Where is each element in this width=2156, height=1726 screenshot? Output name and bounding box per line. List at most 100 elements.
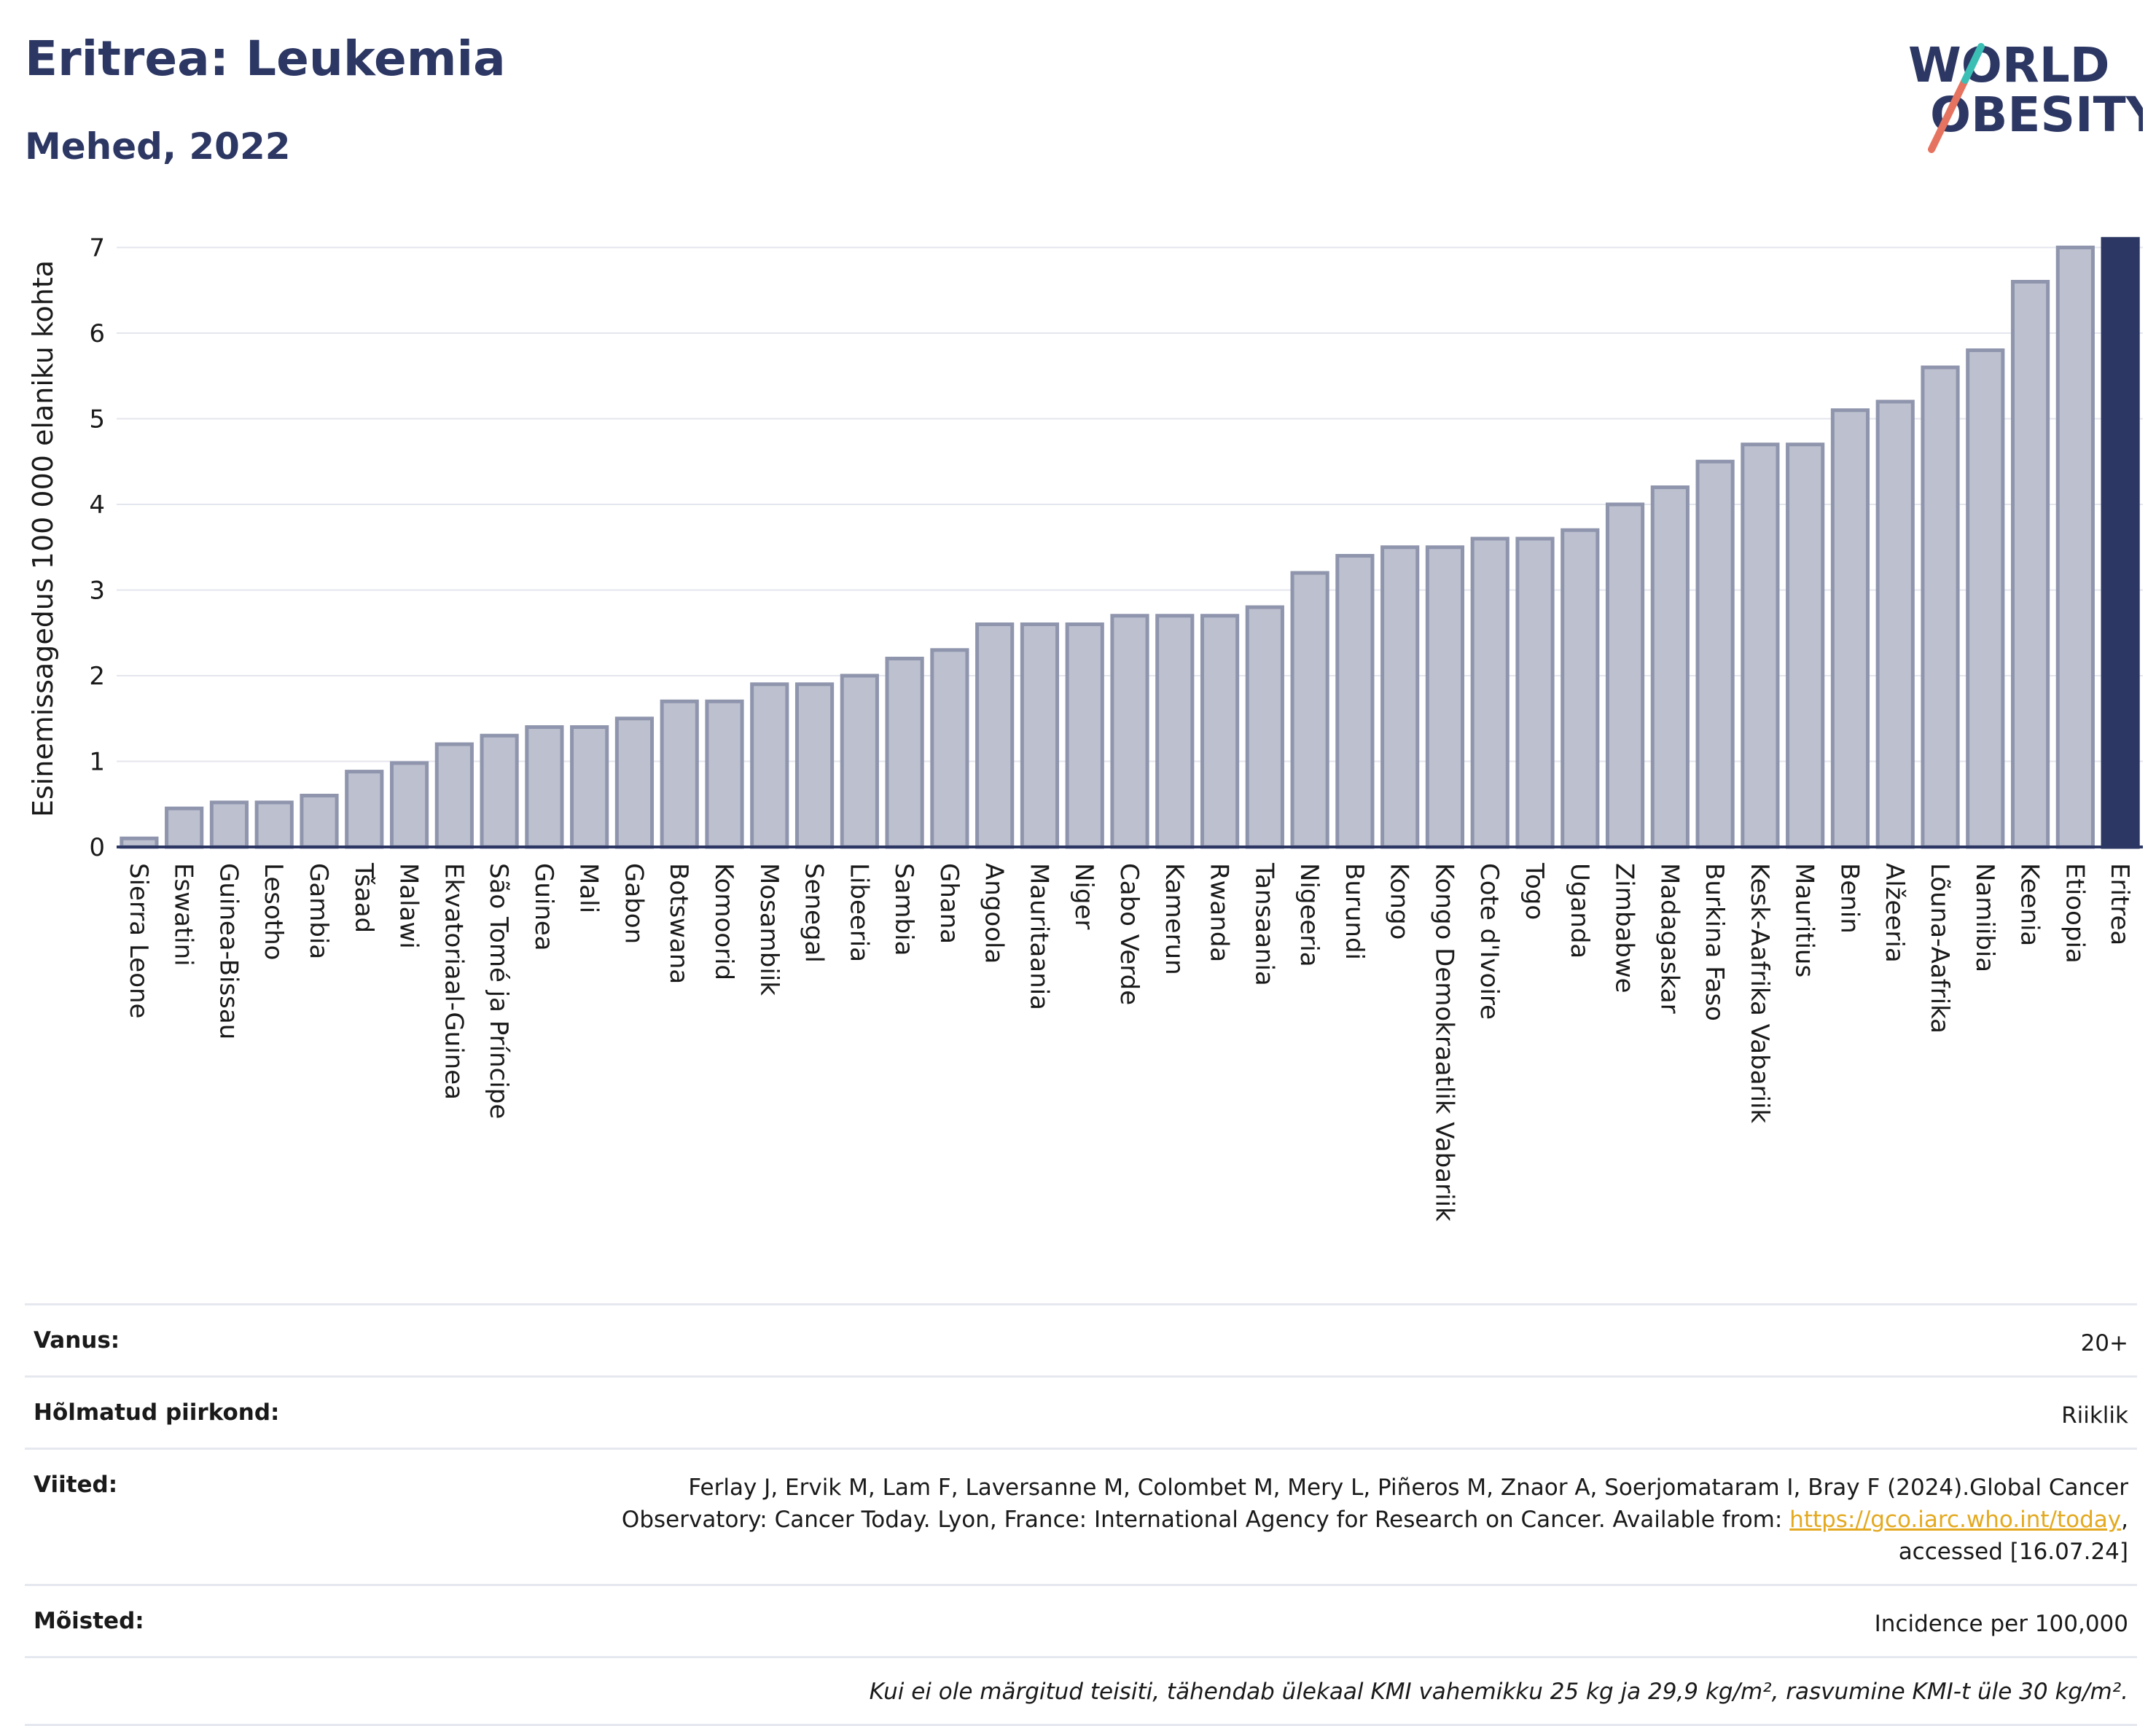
x-tick-label: Benin (1835, 863, 1864, 934)
age-label: Vanus: (34, 1327, 120, 1354)
bar (1245, 605, 1284, 849)
meta-row-region: Hõlmatud piirkond: Riiklik (25, 1375, 2137, 1448)
bar (1425, 545, 1465, 849)
y-tick-label: 5 (89, 405, 105, 434)
x-tick-label: Namiibia (1970, 863, 1999, 972)
bar (389, 761, 429, 849)
x-tick-label: Guinea-Bissau (214, 863, 243, 1039)
references-link[interactable]: https://gco.iarc.who.int/today (1789, 1507, 2122, 1533)
x-tick-label: Angoola (980, 863, 1009, 964)
references-value: Ferlay J, Ervik M, Lam F, Laversanne M, … (622, 1472, 2128, 1568)
bar (975, 622, 1015, 849)
x-tick-label: Kongo (1385, 863, 1414, 940)
x-tick-label: Nigeeria (1294, 863, 1324, 967)
bar (570, 725, 609, 849)
bar (1786, 442, 1825, 849)
meta-row-definitions: Mõisted: Incidence per 100,000 (25, 1584, 2137, 1656)
bar (1875, 399, 1915, 849)
meta-row-references: Viited: Ferlay J, Ervik M, Lam F, Lavers… (25, 1448, 2137, 1584)
x-tick-label: Tansaania (1249, 862, 1278, 986)
bar (434, 742, 474, 849)
x-tick-label: Tšaad (349, 862, 378, 933)
y-tick-label: 3 (89, 577, 105, 606)
bar (1561, 528, 1600, 849)
logo-slash-red (1928, 77, 1969, 153)
bar (1335, 554, 1375, 849)
bar (705, 699, 744, 849)
x-tick-labels: Sierra Leone Eswatini Guinea-Bissau Lesotho… (124, 862, 2134, 1222)
bar (1650, 485, 1690, 849)
bar (1200, 614, 1240, 849)
bar (840, 673, 879, 849)
bar-chart: 0 1 2 3 4 5 6 7 Sierra Leone Eswatini Guinea-Biss… (27, 234, 2143, 1222)
x-tick-label: Togo (1520, 862, 1549, 920)
x-tick-label: Guinea (529, 863, 558, 951)
bar (525, 725, 564, 849)
bar (345, 770, 384, 849)
x-tick-label: Gabon (619, 863, 648, 944)
x-tick-label: Rwanda (1205, 863, 1234, 962)
bar (750, 682, 789, 849)
bar (1921, 365, 1960, 849)
bars (120, 237, 2140, 849)
x-tick-label: Etioopia (2060, 863, 2089, 964)
x-tick-label: Alžeeria (1880, 863, 1909, 963)
x-tick-label: Eritrea (2105, 863, 2134, 945)
y-axis-label: Esinemissagedus 100 000 elaniku kohta (27, 260, 59, 817)
x-tick-label: Burkina Faso (1700, 863, 1729, 1021)
x-tick-label: Uganda (1565, 863, 1594, 958)
bar (1966, 348, 2005, 849)
age-value: 20+ (2080, 1330, 2128, 1356)
x-tick-label: Eswatini (169, 863, 198, 967)
bar (1741, 442, 1780, 849)
x-tick-label: Kamerun (1160, 863, 1189, 975)
bar (1155, 614, 1195, 849)
page-title: Eritrea: Leukemia (25, 31, 506, 87)
x-tick-label: Niger (1069, 863, 1098, 929)
bar (480, 733, 519, 849)
region-value: Riiklik (2061, 1402, 2128, 1429)
bar (1380, 545, 1420, 849)
references-text-1: Ferlay J, Ervik M, Lam F, Laversanne M, … (688, 1475, 2128, 1501)
footnote: Kui ei ole märgitud teisiti, tähendab ül… (25, 1656, 2137, 1726)
y-tick-label: 0 (89, 833, 105, 862)
definitions-value: Incidence per 100,000 (1874, 1611, 2128, 1637)
x-tick-label: Lõuna-Aafrika (1925, 863, 1954, 1034)
references-text-4: accessed [16.07.24] (1898, 1539, 2128, 1565)
x-tick-label: Senegal (800, 863, 829, 963)
bar (1290, 571, 1329, 849)
x-tick-label: Mauritius (1790, 863, 1819, 977)
y-tick-label: 7 (89, 234, 105, 263)
x-tick-label: Madagaskar (1655, 863, 1684, 1014)
x-tick-label: Mosambiik (754, 863, 784, 996)
bar (614, 716, 655, 849)
x-tick-label: Mali (574, 863, 604, 913)
x-tick-label: São Tomé ja Príncipe (484, 863, 513, 1119)
y-tick-label: 1 (89, 748, 105, 777)
references-text-3: , (2121, 1507, 2128, 1533)
bar (1470, 536, 1509, 849)
bar (300, 794, 339, 849)
bar (794, 682, 835, 849)
y-tick-label: 6 (89, 319, 105, 348)
x-tick-label: Zimbabwe (1610, 863, 1639, 993)
bar (1020, 622, 1060, 849)
bar (209, 800, 249, 849)
bar (1065, 622, 1104, 849)
y-tick-label: 4 (89, 491, 105, 520)
bar (1605, 502, 1645, 849)
bar (2101, 237, 2140, 849)
references-text-2: Observatory: Cancer Today. Lyon, France:… (621, 1507, 1790, 1533)
x-tick-label: Sierra Leone (124, 863, 153, 1018)
y-tick-labels: 0 1 2 3 4 5 6 7 (89, 234, 105, 863)
x-tick-label: Cabo Verde (1114, 863, 1144, 1005)
bar (885, 657, 924, 849)
bar (2010, 280, 2050, 849)
x-tick-label: Keenia (2015, 863, 2044, 946)
logo-line1: WORLD (1908, 37, 2110, 93)
x-tick-label: Gambia (304, 863, 333, 959)
x-tick-label: Sambia (889, 863, 918, 956)
bar (1515, 536, 1555, 849)
bar (165, 806, 204, 849)
x-tick-label: Mauritaania (1024, 863, 1053, 1010)
